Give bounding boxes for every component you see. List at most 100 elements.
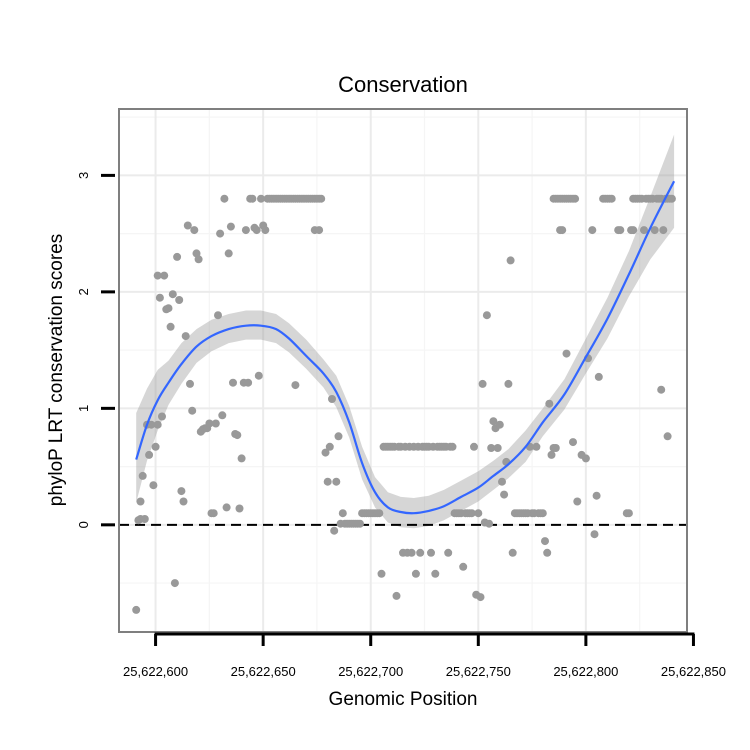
data-point bbox=[506, 256, 515, 265]
data-point bbox=[235, 504, 244, 513]
data-point bbox=[334, 432, 343, 441]
data-point bbox=[194, 255, 203, 264]
data-point bbox=[650, 226, 659, 235]
data-point bbox=[166, 322, 175, 331]
data-point bbox=[508, 548, 517, 557]
y-axis-label: phyloP LRT conservation scores bbox=[46, 234, 67, 507]
y-tick-label: 3 bbox=[76, 172, 91, 179]
data-point bbox=[160, 271, 169, 280]
y-tick-label: 0 bbox=[76, 521, 91, 528]
data-point bbox=[377, 569, 386, 578]
y-tick-label: 2 bbox=[76, 288, 91, 295]
data-point bbox=[551, 444, 560, 452]
data-point bbox=[218, 411, 227, 420]
data-point bbox=[317, 194, 326, 203]
data-point bbox=[328, 395, 336, 403]
data-point bbox=[323, 477, 332, 486]
data-point bbox=[209, 509, 218, 518]
data-point bbox=[261, 226, 270, 235]
x-tick-label: 25,622,600 bbox=[123, 664, 188, 679]
data-point bbox=[581, 454, 590, 463]
data-point bbox=[444, 548, 453, 557]
data-point bbox=[330, 526, 339, 535]
data-point bbox=[657, 385, 666, 394]
data-point bbox=[470, 442, 478, 451]
data-point bbox=[629, 226, 638, 235]
data-point bbox=[205, 419, 214, 428]
data-point bbox=[321, 448, 330, 457]
data-point bbox=[482, 311, 491, 320]
data-point bbox=[332, 477, 341, 486]
data-point bbox=[607, 194, 616, 203]
data-point bbox=[216, 229, 225, 238]
confidence-band bbox=[136, 134, 675, 529]
panel-border bbox=[118, 108, 688, 633]
data-point bbox=[427, 548, 435, 557]
data-point bbox=[153, 271, 162, 280]
data-point bbox=[155, 293, 164, 302]
data-point bbox=[153, 420, 162, 429]
data-point bbox=[248, 194, 257, 203]
data-point bbox=[254, 371, 263, 380]
data-point bbox=[558, 226, 567, 235]
data-point bbox=[222, 503, 231, 512]
data-point bbox=[375, 509, 384, 518]
loess-fit-layer bbox=[135, 180, 676, 515]
data-point bbox=[545, 399, 554, 408]
data-point bbox=[147, 420, 156, 429]
data-point bbox=[538, 509, 547, 518]
data-point bbox=[495, 420, 504, 429]
data-point bbox=[590, 530, 599, 539]
y-tick-label: 1 bbox=[76, 405, 91, 412]
data-point bbox=[474, 509, 483, 518]
data-point bbox=[229, 378, 237, 387]
data-point bbox=[138, 471, 147, 480]
data-point bbox=[541, 537, 549, 546]
data-point bbox=[504, 379, 513, 388]
data-point bbox=[257, 194, 265, 203]
data-point bbox=[315, 226, 324, 235]
data-point bbox=[411, 569, 420, 578]
data-point bbox=[392, 591, 401, 600]
data-point bbox=[407, 548, 416, 557]
data-point bbox=[211, 419, 220, 428]
data-point bbox=[241, 226, 250, 235]
x-tick-label: 25,622,750 bbox=[446, 664, 511, 679]
data-point bbox=[291, 381, 300, 390]
data-point bbox=[179, 497, 188, 506]
data-point bbox=[571, 194, 580, 203]
data-point bbox=[356, 519, 364, 528]
data-point bbox=[188, 406, 197, 415]
x-tick-label: 25,622,700 bbox=[338, 664, 403, 679]
data-point bbox=[338, 509, 347, 518]
data-point bbox=[588, 226, 597, 235]
data-point bbox=[175, 296, 184, 304]
data-point bbox=[592, 491, 601, 500]
data-point bbox=[489, 417, 498, 426]
data-point bbox=[659, 226, 668, 235]
data-point bbox=[325, 442, 334, 451]
x-tick-label: 25,622,850 bbox=[661, 664, 726, 679]
data-point bbox=[173, 252, 182, 261]
data-point bbox=[145, 450, 154, 459]
scatter-points-layer bbox=[132, 194, 676, 614]
x-axis-label: Genomic Position bbox=[329, 689, 478, 710]
data-point bbox=[493, 444, 502, 452]
data-point bbox=[431, 569, 440, 578]
data-point bbox=[151, 442, 160, 451]
data-point bbox=[459, 562, 468, 571]
confidence-band-layer bbox=[136, 134, 675, 529]
data-point bbox=[244, 378, 253, 387]
data-point bbox=[186, 379, 194, 388]
data-point bbox=[478, 379, 487, 388]
data-point bbox=[543, 548, 552, 557]
data-point bbox=[233, 431, 242, 440]
data-point bbox=[416, 548, 425, 557]
data-point bbox=[547, 450, 556, 459]
data-point bbox=[640, 226, 648, 235]
data-point bbox=[448, 442, 457, 451]
data-point bbox=[132, 605, 141, 614]
data-point bbox=[224, 249, 233, 258]
data-point bbox=[467, 509, 476, 518]
